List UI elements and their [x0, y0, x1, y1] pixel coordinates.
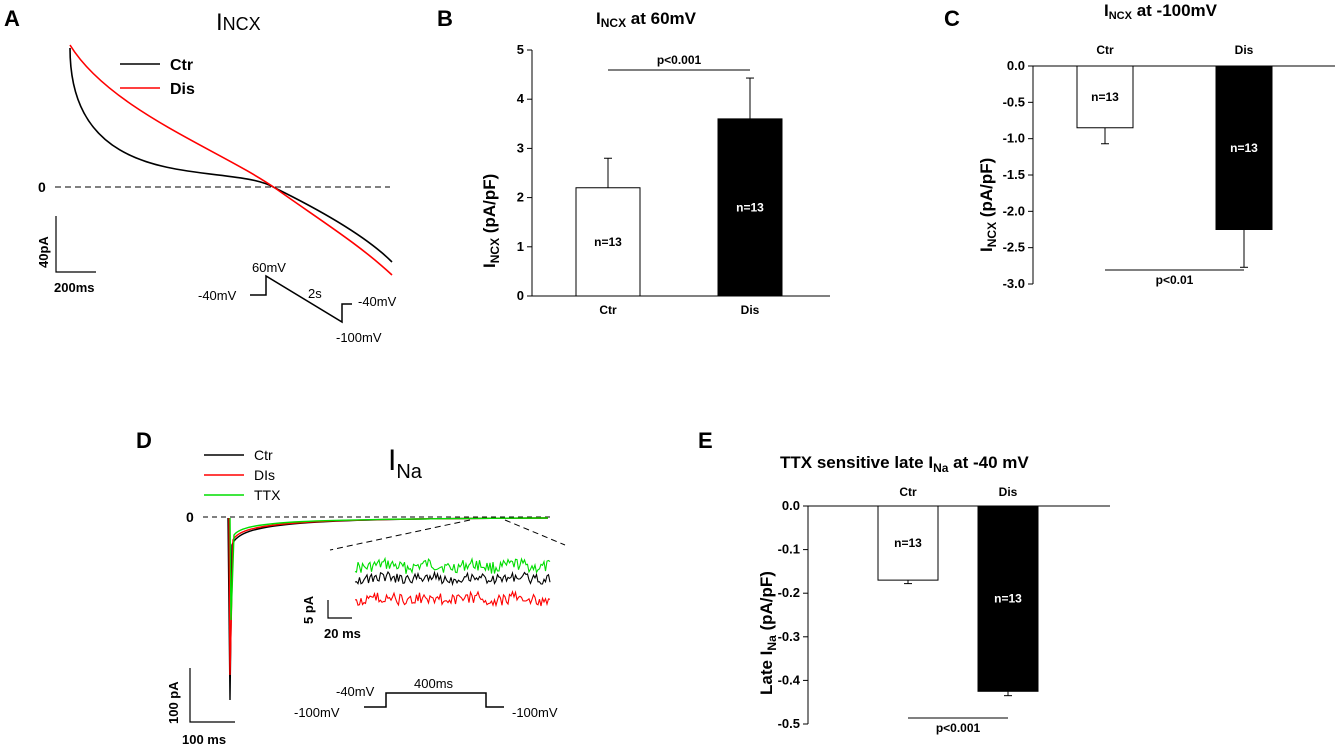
n-label: n=13: [594, 235, 622, 249]
inset-scale-x-label: 20 ms: [324, 626, 361, 641]
zero-label-d: 0: [186, 509, 194, 525]
significance-label: p<0.001: [657, 53, 702, 67]
legend-label-ttx-d: TTX: [254, 487, 281, 503]
legend-label-ctr: Ctr: [170, 57, 193, 74]
category-label-ctr: Ctr: [1096, 43, 1114, 57]
panel-c-title: INCX at -100mV: [1104, 1, 1218, 22]
panel-e-chart: TTX sensitive late INa at -40 mV Late IN…: [757, 453, 1110, 735]
panel-d-title: INa: [388, 444, 423, 483]
panel-label-d: D: [136, 428, 152, 453]
protocol-a: [250, 274, 352, 324]
y-tick-label: -2.0: [1003, 203, 1025, 218]
category-label-dis: Dis: [741, 303, 760, 317]
protocol-d: [364, 692, 504, 708]
bar-ctr: [877, 505, 939, 581]
trace-ctr-a: [69, 47, 393, 263]
trace-ttx-d: [229, 517, 549, 621]
n-label: n=13: [1091, 90, 1119, 104]
protocol-a-hold: -40mV: [198, 288, 237, 303]
scale-bar-a: [55, 216, 96, 273]
panel-b-ylabel: INCX (pA/pF): [480, 174, 502, 268]
n-label: n=13: [894, 536, 922, 550]
y-tick-label: -1.5: [1003, 167, 1025, 182]
panel-label-b: B: [437, 6, 453, 31]
panel-b-title: INCX at 60mV: [596, 9, 697, 30]
category-label-dis: Dis: [999, 485, 1018, 499]
y-tick-label: 3: [517, 140, 524, 155]
y-tick-label: -0.2: [778, 585, 800, 600]
y-tick-label: -3.0: [1003, 276, 1025, 291]
category-label-ctr: Ctr: [899, 485, 917, 499]
panel-c-ylabel: INCX (pA/pF): [977, 158, 999, 252]
zoom-line-left: [329, 519, 471, 551]
inset-trace-dis: [355, 590, 551, 608]
panel-label-e: E: [698, 428, 713, 453]
panel-d: INa Ctr DIs TTX 0 5 pA 20 ms 100 pA 100 …: [166, 444, 566, 747]
scale-x-label-a: 200ms: [54, 280, 94, 295]
y-tick-label: -0.3: [778, 629, 800, 644]
y-tick-label: 1: [517, 239, 524, 254]
panel-label-a: A: [4, 6, 20, 31]
trace-ctr-d: [227, 517, 549, 701]
protocol-d-return: -100mV: [512, 705, 558, 720]
panel-b-chart: INCX at 60mV INCX (pA/pF) 0 1 2 3 4 5 n=13 Ctr n…: [480, 9, 830, 317]
inset-scale-bar: [327, 600, 352, 619]
significance-label: p<0.001: [936, 721, 981, 735]
y-tick-label: 0.0: [1007, 58, 1025, 73]
category-label-ctr: Ctr: [599, 303, 617, 317]
y-tick-label: -0.5: [1003, 94, 1025, 109]
panel-a-title: INCX: [216, 9, 261, 36]
legend-label-ctr-d: Ctr: [254, 447, 273, 463]
category-label-dis: Dis: [1235, 43, 1254, 57]
y-tick-label: 2: [517, 190, 524, 205]
y-tick-label: 5: [517, 42, 524, 57]
panel-label-c: C: [944, 6, 960, 31]
y-tick-label: -0.1: [778, 542, 800, 557]
panel-a: INCX Ctr Dis 0 40pA 200ms -40mV 60mV 2s …: [36, 9, 397, 345]
y-tick-label: -0.4: [778, 672, 801, 687]
y-tick-label: -1.0: [1003, 131, 1025, 146]
inset-scale-y-label: 5 pA: [301, 595, 316, 624]
y-tick-label: -2.5: [1003, 240, 1025, 255]
y-tick-label: 0: [517, 288, 524, 303]
bar-ctr: [575, 187, 641, 297]
inset-trace-ttx: [354, 556, 551, 575]
protocol-a-return: -40mV: [358, 294, 397, 309]
n-label: n=13: [1230, 141, 1258, 155]
bar-ctr: [1076, 65, 1134, 129]
protocol-a-end: -100mV: [336, 330, 382, 345]
significance-label: p<0.01: [1156, 273, 1194, 287]
protocol-a-duration: 2s: [308, 286, 322, 301]
protocol-d-duration: 400ms: [414, 676, 454, 691]
legend-label-dis: Dis: [170, 81, 195, 98]
legend-label-dis-d: DIs: [254, 467, 275, 483]
inset-trace-ctr: [354, 570, 551, 587]
bar-dis: [1215, 65, 1273, 230]
scale-bar-d: [189, 668, 235, 723]
protocol-d-hold: -100mV: [294, 705, 340, 720]
y-tick-label: -0.5: [778, 716, 800, 731]
bar-dis: [717, 118, 783, 297]
panel-e-ylabel: Late INa (pA/pF): [757, 571, 779, 695]
n-label: n=13: [736, 200, 764, 214]
protocol-a-peak: 60mV: [252, 260, 286, 275]
scale-x-label-d: 100 ms: [182, 732, 226, 747]
panel-e-title: TTX sensitive late INa at -40 mV: [780, 453, 1029, 475]
zero-label-a: 0: [38, 179, 46, 195]
panel-c-chart: INCX at -100mV INCX (pA/pF) 0.0 -0.5 -1.0 -…: [977, 1, 1335, 291]
y-tick-label: 0.0: [782, 498, 800, 513]
y-tick-label: 4: [517, 91, 525, 106]
zoom-line-right: [504, 519, 566, 546]
scale-y-label-a: 40pA: [36, 236, 51, 268]
scale-y-label-d: 100 pA: [166, 681, 181, 724]
trace-dis-a: [69, 44, 393, 276]
n-label: n=13: [994, 592, 1022, 606]
protocol-d-step: -40mV: [336, 684, 375, 699]
